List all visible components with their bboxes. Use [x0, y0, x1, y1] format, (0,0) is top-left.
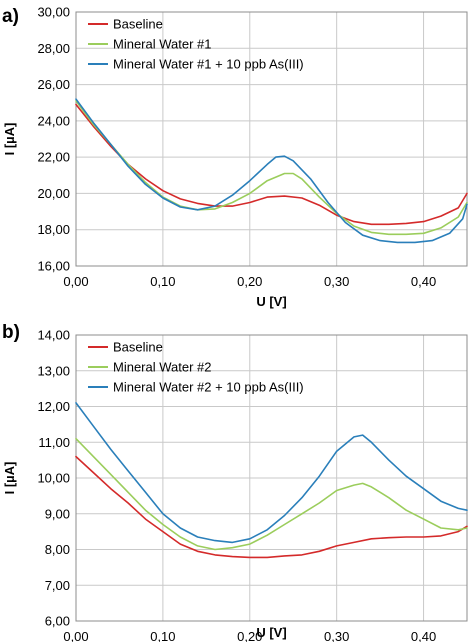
plot-frame [75, 11, 468, 267]
chart-panel-b: 6,00 7,00 8,00 9,00 10,00 11,00 12,00 13,00 14,0… [2, 322, 468, 642]
legend-item: Baseline [88, 340, 163, 355]
legend-item: Mineral Water #2 [88, 360, 212, 375]
series-line-2 [75, 437, 468, 551]
y-tick-label: 28,00 [37, 41, 70, 56]
y-tick-label: 18,00 [37, 222, 70, 237]
y-tick-label: 6,00 [45, 614, 70, 629]
x-tick-label: 0,40 [411, 629, 436, 642]
legend-item: Baseline [88, 17, 163, 32]
x-tick-label: 0,30 [324, 274, 349, 289]
y-tick-label: 16,00 [37, 259, 70, 274]
y-tick-label: 22,00 [37, 150, 70, 165]
x-tick-label: 0,20 [237, 629, 262, 642]
x-tick-label: 0,30 [324, 629, 349, 642]
x-tick-label: 0,20 [237, 274, 262, 289]
legend-label: Baseline [113, 17, 163, 32]
legend: Baseline Mineral Water #1 Mineral Water #1… [88, 17, 304, 72]
gridlines [75, 11, 467, 267]
plot-frame [75, 334, 468, 622]
y-tick-label: 11,00 [38, 435, 70, 450]
y-tick-label: 12,00 [37, 399, 70, 414]
series-line-3 [75, 98, 468, 244]
y-tick-label: 24,00 [37, 113, 70, 128]
legend-label: Mineral Water #1 + 10 ppb As(III) [113, 57, 304, 72]
x-axis-title: U [V] [256, 294, 286, 309]
series-line-1 [75, 103, 468, 226]
legend-label: Mineral Water #2 + 10 ppb As(III) [113, 380, 304, 395]
x-tick-label: 0,10 [150, 629, 175, 642]
y-tick-label: 10,00 [37, 471, 70, 486]
legend-label: Mineral Water #2 [113, 360, 212, 375]
y-tick-label: 9,00 [45, 506, 70, 521]
legend-label: Baseline [113, 340, 163, 355]
x-tick-label: 0,10 [150, 274, 175, 289]
y-tick-label: 14,00 [37, 328, 70, 343]
series-line-1 [75, 455, 468, 559]
y-axis-title: I [µA] [2, 462, 17, 495]
y-tick-label: 7,00 [45, 578, 70, 593]
x-axis-title: U [V] [256, 625, 286, 640]
y-tick-label: 20,00 [37, 186, 70, 201]
legend-item: Mineral Water #1 [88, 37, 212, 52]
panel-label: a) [2, 6, 19, 27]
legend-item: Mineral Water #1 + 10 ppb As(III) [88, 57, 304, 72]
y-tick-label: 8,00 [45, 542, 70, 557]
y-tick-label: 13,00 [37, 363, 70, 378]
y-axis-title: I [µA] [2, 123, 17, 156]
x-tick-label: 0,00 [63, 274, 88, 289]
panel-label: b) [2, 322, 20, 343]
x-tick-label: 0,00 [63, 629, 88, 642]
legend-item: Mineral Water #2 + 10 ppb As(III) [88, 380, 304, 395]
y-tick-label: 26,00 [37, 77, 70, 92]
legend: Baseline Mineral Water #2 Mineral Water #2… [88, 340, 304, 395]
x-tick-label: 0,40 [411, 274, 436, 289]
series-line-3 [75, 402, 468, 544]
chart-panel-a: 16,00 18,00 20,00 22,00 24,00 26,00 28,00 30,00… [2, 5, 468, 309]
legend-label: Mineral Water #1 [113, 37, 212, 52]
y-tick-label: 30,00 [37, 5, 70, 20]
series-line-2 [75, 100, 468, 236]
